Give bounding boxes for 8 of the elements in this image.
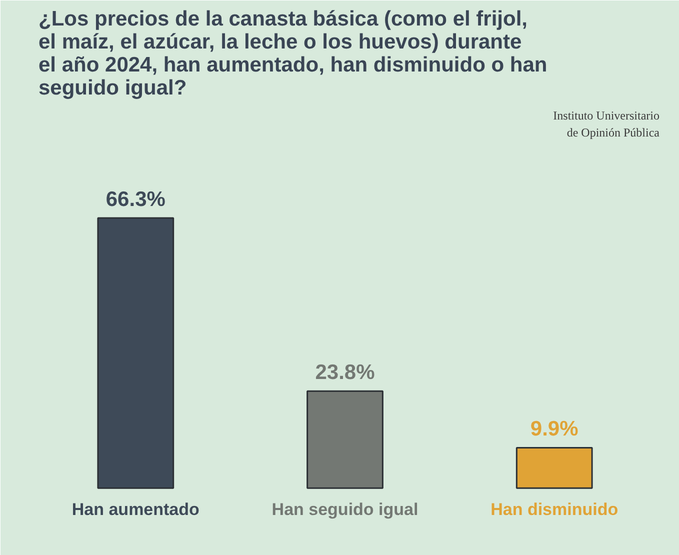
data-label: 23.8% <box>315 361 376 384</box>
text: Instituto Universitario de Opinión Pública <box>553 108 660 140</box>
x-tick-label: Han aumentado <box>72 500 200 520</box>
x-tick-label: Han seguido igual <box>272 500 418 520</box>
data-label: 9.9% <box>530 418 579 441</box>
data-label: 66.3% <box>106 188 166 211</box>
chart-title: ¿Los precios de la canasta básica (como el frijol, el maíz, el azúcar, la leche o los huevos) durante el año 2024, han aumentado, han disminuido o han seguido igual? <box>38 8 548 100</box>
x-tick-label: Han disminuido <box>490 500 618 520</box>
